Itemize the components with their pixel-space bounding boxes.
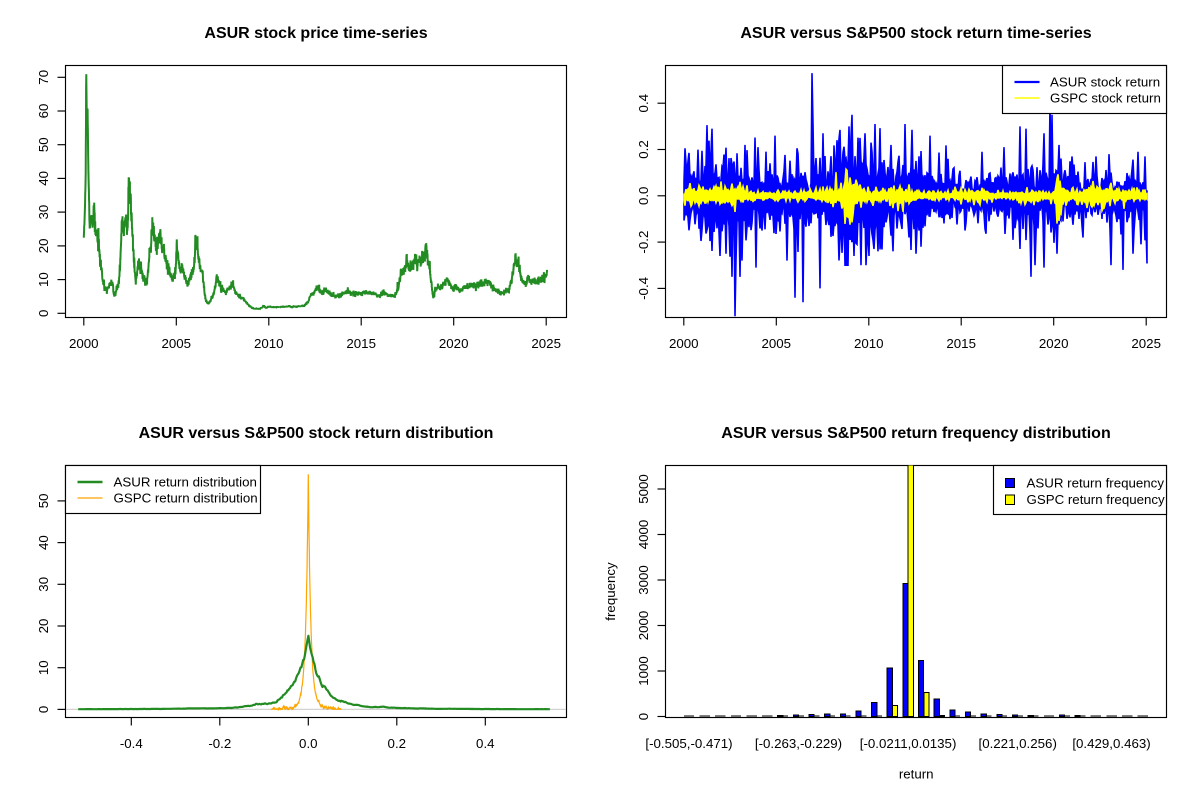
svg-text:40: 40 (36, 535, 51, 550)
svg-text:ASUR return frequency: ASUR return frequency (1027, 475, 1165, 490)
svg-text:[-0.505,-0.471): [-0.505,-0.471) (645, 736, 732, 751)
svg-text:[0.429,0.463): [0.429,0.463) (1072, 736, 1150, 751)
svg-text:ASUR versus S&P500 stock retur: ASUR versus S&P500 stock return distribu… (139, 425, 494, 442)
svg-text:2025: 2025 (1131, 336, 1161, 351)
svg-text:1000: 1000 (636, 656, 651, 686)
svg-text:0.0: 0.0 (636, 187, 651, 206)
svg-text:0: 0 (36, 706, 51, 713)
svg-text:2000: 2000 (636, 611, 651, 641)
svg-text:[0.221,0.256): [0.221,0.256) (979, 736, 1057, 751)
svg-text:2005: 2005 (762, 336, 792, 351)
svg-text:2000: 2000 (69, 336, 99, 351)
svg-text:ASUR versus S&P500 stock retur: ASUR versus S&P500 stock return time-ser… (740, 25, 1091, 42)
svg-text:ASUR stock return: ASUR stock return (1050, 74, 1160, 89)
svg-text:50: 50 (36, 137, 51, 152)
svg-text:20: 20 (36, 239, 51, 254)
svg-text:GSPC return distribution: GSPC return distribution (114, 490, 258, 505)
svg-text:0.2: 0.2 (388, 736, 407, 751)
svg-text:[-0.0211,0.0135): [-0.0211,0.0135) (860, 736, 957, 751)
svg-text:2020: 2020 (1039, 336, 1069, 351)
svg-text:0.0: 0.0 (299, 736, 318, 751)
svg-text:0: 0 (36, 310, 51, 317)
svg-text:2010: 2010 (254, 336, 284, 351)
svg-text:50: 50 (36, 494, 51, 509)
svg-text:4000: 4000 (636, 520, 651, 550)
svg-text:frequency: frequency (603, 562, 618, 621)
svg-text:GSPC return frequency: GSPC return frequency (1027, 492, 1166, 507)
svg-text:-0.2: -0.2 (636, 231, 651, 254)
svg-text:40: 40 (36, 171, 51, 186)
svg-text:ASUR return distribution: ASUR return distribution (114, 474, 257, 489)
svg-text:20: 20 (36, 619, 51, 634)
svg-text:70: 70 (36, 70, 51, 85)
svg-text:2015: 2015 (346, 336, 376, 351)
svg-text:0.4: 0.4 (636, 94, 651, 113)
svg-text:10: 10 (36, 272, 51, 287)
svg-text:30: 30 (36, 577, 51, 592)
svg-text:return: return (899, 766, 934, 781)
svg-text:[-0.263,-0.229): [-0.263,-0.229) (755, 736, 842, 751)
svg-text:2005: 2005 (162, 336, 192, 351)
svg-text:30: 30 (36, 205, 51, 220)
svg-text:10: 10 (36, 660, 51, 675)
svg-text:0.4: 0.4 (476, 736, 495, 751)
svg-text:2000: 2000 (669, 336, 699, 351)
svg-text:3000: 3000 (636, 565, 651, 595)
svg-text:-0.4: -0.4 (120, 736, 143, 751)
svg-text:0: 0 (636, 713, 651, 720)
svg-text:60: 60 (36, 104, 51, 119)
svg-text:-0.2: -0.2 (208, 736, 231, 751)
svg-text:0.2: 0.2 (636, 140, 651, 159)
svg-text:ASUR stock price time-series: ASUR stock price time-series (204, 25, 427, 42)
svg-text:ASUR versus S&P500 return freq: ASUR versus S&P500 return frequency dist… (721, 425, 1110, 442)
svg-text:2025: 2025 (531, 336, 561, 351)
svg-text:2020: 2020 (439, 336, 469, 351)
svg-text:GSPC stock return: GSPC stock return (1050, 90, 1161, 105)
svg-text:5000: 5000 (636, 474, 651, 504)
svg-text:2010: 2010 (854, 336, 884, 351)
svg-text:-0.4: -0.4 (636, 277, 651, 300)
svg-text:2015: 2015 (946, 336, 976, 351)
